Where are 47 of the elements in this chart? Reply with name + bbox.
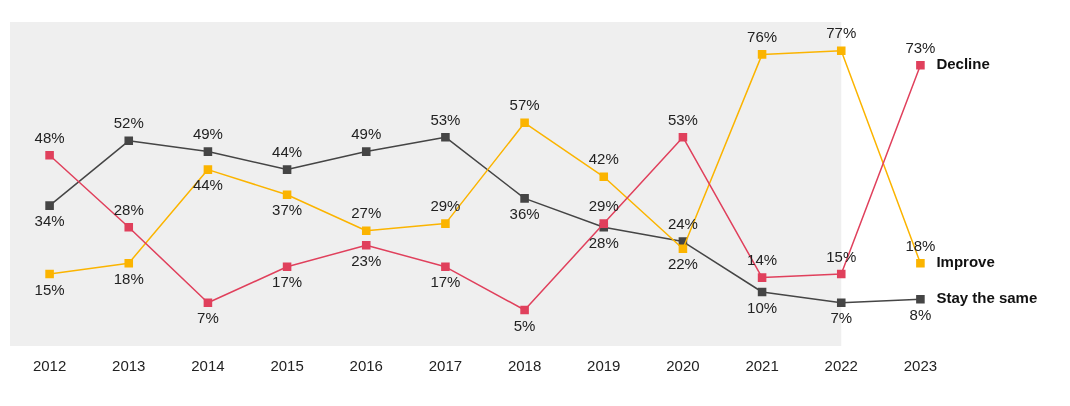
x-tick-label: 2014 [191,357,225,375]
data-label: 53% [430,110,461,128]
data-label: 10% [747,298,778,316]
data-label: 28% [588,233,619,251]
x-tick-label: 2021 [745,357,779,375]
data-label: 29% [588,197,619,215]
data-label: 36% [509,205,540,223]
x-tick-label: 2016 [349,357,383,375]
x-tick-label: 2019 [587,357,621,375]
x-tick-label: 2012 [32,357,67,375]
data-label: 37% [272,201,303,219]
data-label: 49% [192,125,223,143]
x-tick-label: 2017 [428,357,463,375]
series-label: Decline [936,55,990,73]
series-label: Improve [936,253,995,271]
data-label: 8% [909,305,932,323]
data-label: 5% [513,316,536,334]
data-label: 17% [272,273,303,291]
x-tick-label: 2022 [824,357,858,375]
data-label: 76% [747,28,778,46]
series-label: Stay the same [936,289,1038,307]
data-label: 7% [830,309,853,327]
data-label: 18% [113,269,144,287]
data-label: 22% [667,255,698,273]
data-label: 44% [272,143,303,161]
data-label: 7% [197,309,219,327]
data-label: 23% [351,251,382,269]
data-label: 52% [113,114,144,132]
data-label: 44% [192,176,223,194]
data-label: 77% [826,24,857,42]
data-label: 29% [430,197,461,215]
data-label: 49% [351,125,382,143]
data-label: 28% [113,200,144,218]
x-tick-label: 2020 [666,357,700,375]
data-label: 34% [34,212,65,230]
data-label: 27% [351,204,382,222]
x-tick-label: 2023 [903,357,938,375]
data-label: 73% [905,38,936,56]
data-label: 17% [430,273,461,291]
x-tick-label: 2018 [507,357,542,375]
x-tick-label: 2013 [112,357,146,375]
data-label: 15% [34,280,65,298]
x-tick-label: 2015 [270,357,304,375]
data-label: 53% [667,110,698,128]
data-label: 57% [509,96,540,114]
data-label: 48% [34,128,65,146]
data-label: 42% [588,150,619,168]
